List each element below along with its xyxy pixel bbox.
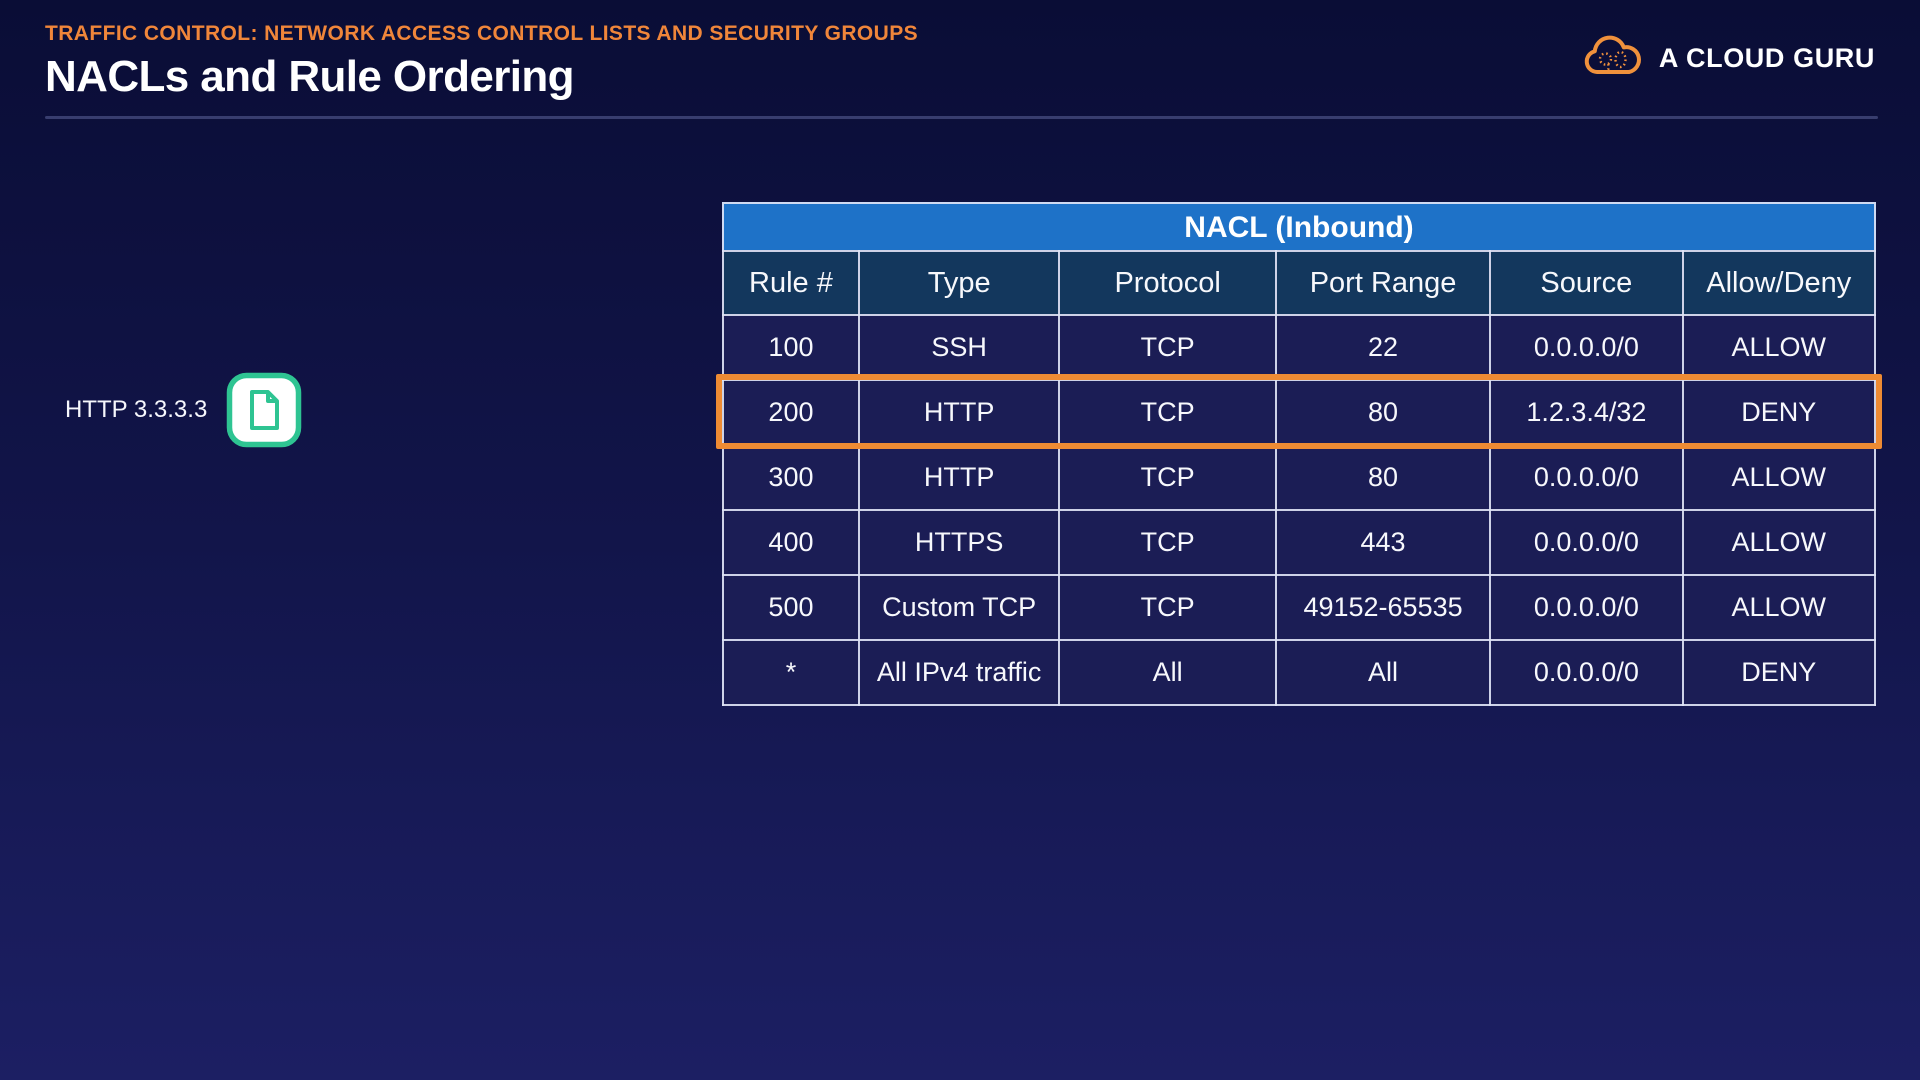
document-icon	[226, 372, 302, 448]
table-cell: DENY	[1681, 639, 1877, 706]
table-cell: HTTP	[857, 379, 1061, 446]
column-header: Port Range	[1274, 250, 1492, 316]
table-cell: 300	[722, 444, 860, 511]
table-cell: 200	[722, 379, 860, 446]
table-cell: TCP	[1058, 444, 1277, 511]
table-cell: 0.0.0.0/0	[1489, 314, 1684, 381]
column-header: Protocol	[1058, 250, 1277, 316]
table-cell: ALLOW	[1681, 444, 1877, 511]
table-cell: 49152-65535	[1274, 574, 1492, 641]
table-cell: 100	[722, 314, 860, 381]
table-cell: DENY	[1681, 379, 1877, 446]
table-cell: 0.0.0.0/0	[1489, 639, 1684, 706]
acg-logo: A CLOUD GURU	[1579, 30, 1875, 87]
slide-header: TRAFFIC CONTROL: NETWORK ACCESS CONTROL …	[45, 22, 1875, 102]
table-cell: SSH	[857, 314, 1061, 381]
header-divider	[45, 116, 1878, 119]
table-cell: TCP	[1058, 574, 1277, 641]
table-cell: 500	[722, 574, 860, 641]
header-text-block: TRAFFIC CONTROL: NETWORK ACCESS CONTROL …	[45, 22, 918, 102]
nacl-rules-table: Rule # Type Protocol Port Range Source Allow/…	[722, 250, 1877, 706]
table-row: 100 SSH TCP 22 0.0.0.0/0 ALLOW	[722, 314, 1877, 381]
table-row: 200 HTTP TCP 80 1.2.3.4/32 DENY	[722, 379, 1877, 446]
table-row: 400 HTTPS TCP 443 0.0.0.0/0 ALLOW	[722, 509, 1877, 576]
course-eyebrow: TRAFFIC CONTROL: NETWORK ACCESS CONTROL …	[45, 22, 919, 45]
table-cell: 22	[1274, 314, 1492, 381]
table-cell: HTTPS	[857, 509, 1061, 576]
table-cell: ALLOW	[1681, 509, 1877, 576]
table-cell: 443	[1274, 509, 1492, 576]
table-title: NACL (Inbound)	[722, 202, 1876, 250]
table-cell: All	[1058, 639, 1277, 706]
table-body: 100 SSH TCP 22 0.0.0.0/0 ALLOW 200 HTTP TCP 80 1.2…	[722, 314, 1877, 706]
table-cell: 1.2.3.4/32	[1489, 379, 1684, 446]
table-cell: 80	[1274, 444, 1492, 511]
table-cell: TCP	[1058, 509, 1277, 576]
table-cell: 400	[722, 509, 860, 576]
table-cell: All	[1274, 639, 1492, 706]
table-cell: TCP	[1058, 379, 1277, 446]
table-row: 500 Custom TCP TCP 49152-65535 0.0.0.0/0 ALLO…	[722, 574, 1877, 641]
table-cell: ALLOW	[1681, 314, 1877, 381]
table-cell: All IPv4 traffic	[857, 639, 1061, 706]
logo-wordmark: A CLOUD GURU	[1658, 43, 1875, 73]
http-source-node: HTTP 3.3.3.3	[65, 372, 302, 448]
table-cell: *	[722, 639, 860, 706]
column-header: Rule #	[722, 250, 860, 316]
table-cell: TCP	[1058, 314, 1277, 381]
column-header: Type	[857, 250, 1061, 316]
nacl-table: NACL (Inbound) Rule # Type Protocol Port Ra…	[716, 202, 1882, 706]
http-source-label: HTTP 3.3.3.3	[65, 396, 208, 423]
table-cell: 0.0.0.0/0	[1489, 444, 1684, 511]
table-cell: HTTP	[857, 444, 1061, 511]
table-cell: 0.0.0.0/0	[1489, 574, 1684, 641]
column-header: Allow/Deny	[1681, 250, 1877, 316]
table-cell: Custom TCP	[857, 574, 1061, 641]
table-cell: 0.0.0.0/0	[1489, 509, 1684, 576]
column-header: Source	[1489, 250, 1684, 316]
page-title: NACLs and Rule Ordering	[45, 52, 575, 101]
table-cell: ALLOW	[1681, 574, 1877, 641]
table-row: 300 HTTP TCP 80 0.0.0.0/0 ALLOW	[722, 444, 1877, 511]
table-cell: 80	[1274, 379, 1492, 446]
table-header-row: Rule # Type Protocol Port Range Source Allow/…	[722, 250, 1877, 316]
cloud-icon	[1579, 30, 1645, 87]
table-row: * All IPv4 traffic All All 0.0.0.0/0 DENY	[722, 639, 1877, 706]
